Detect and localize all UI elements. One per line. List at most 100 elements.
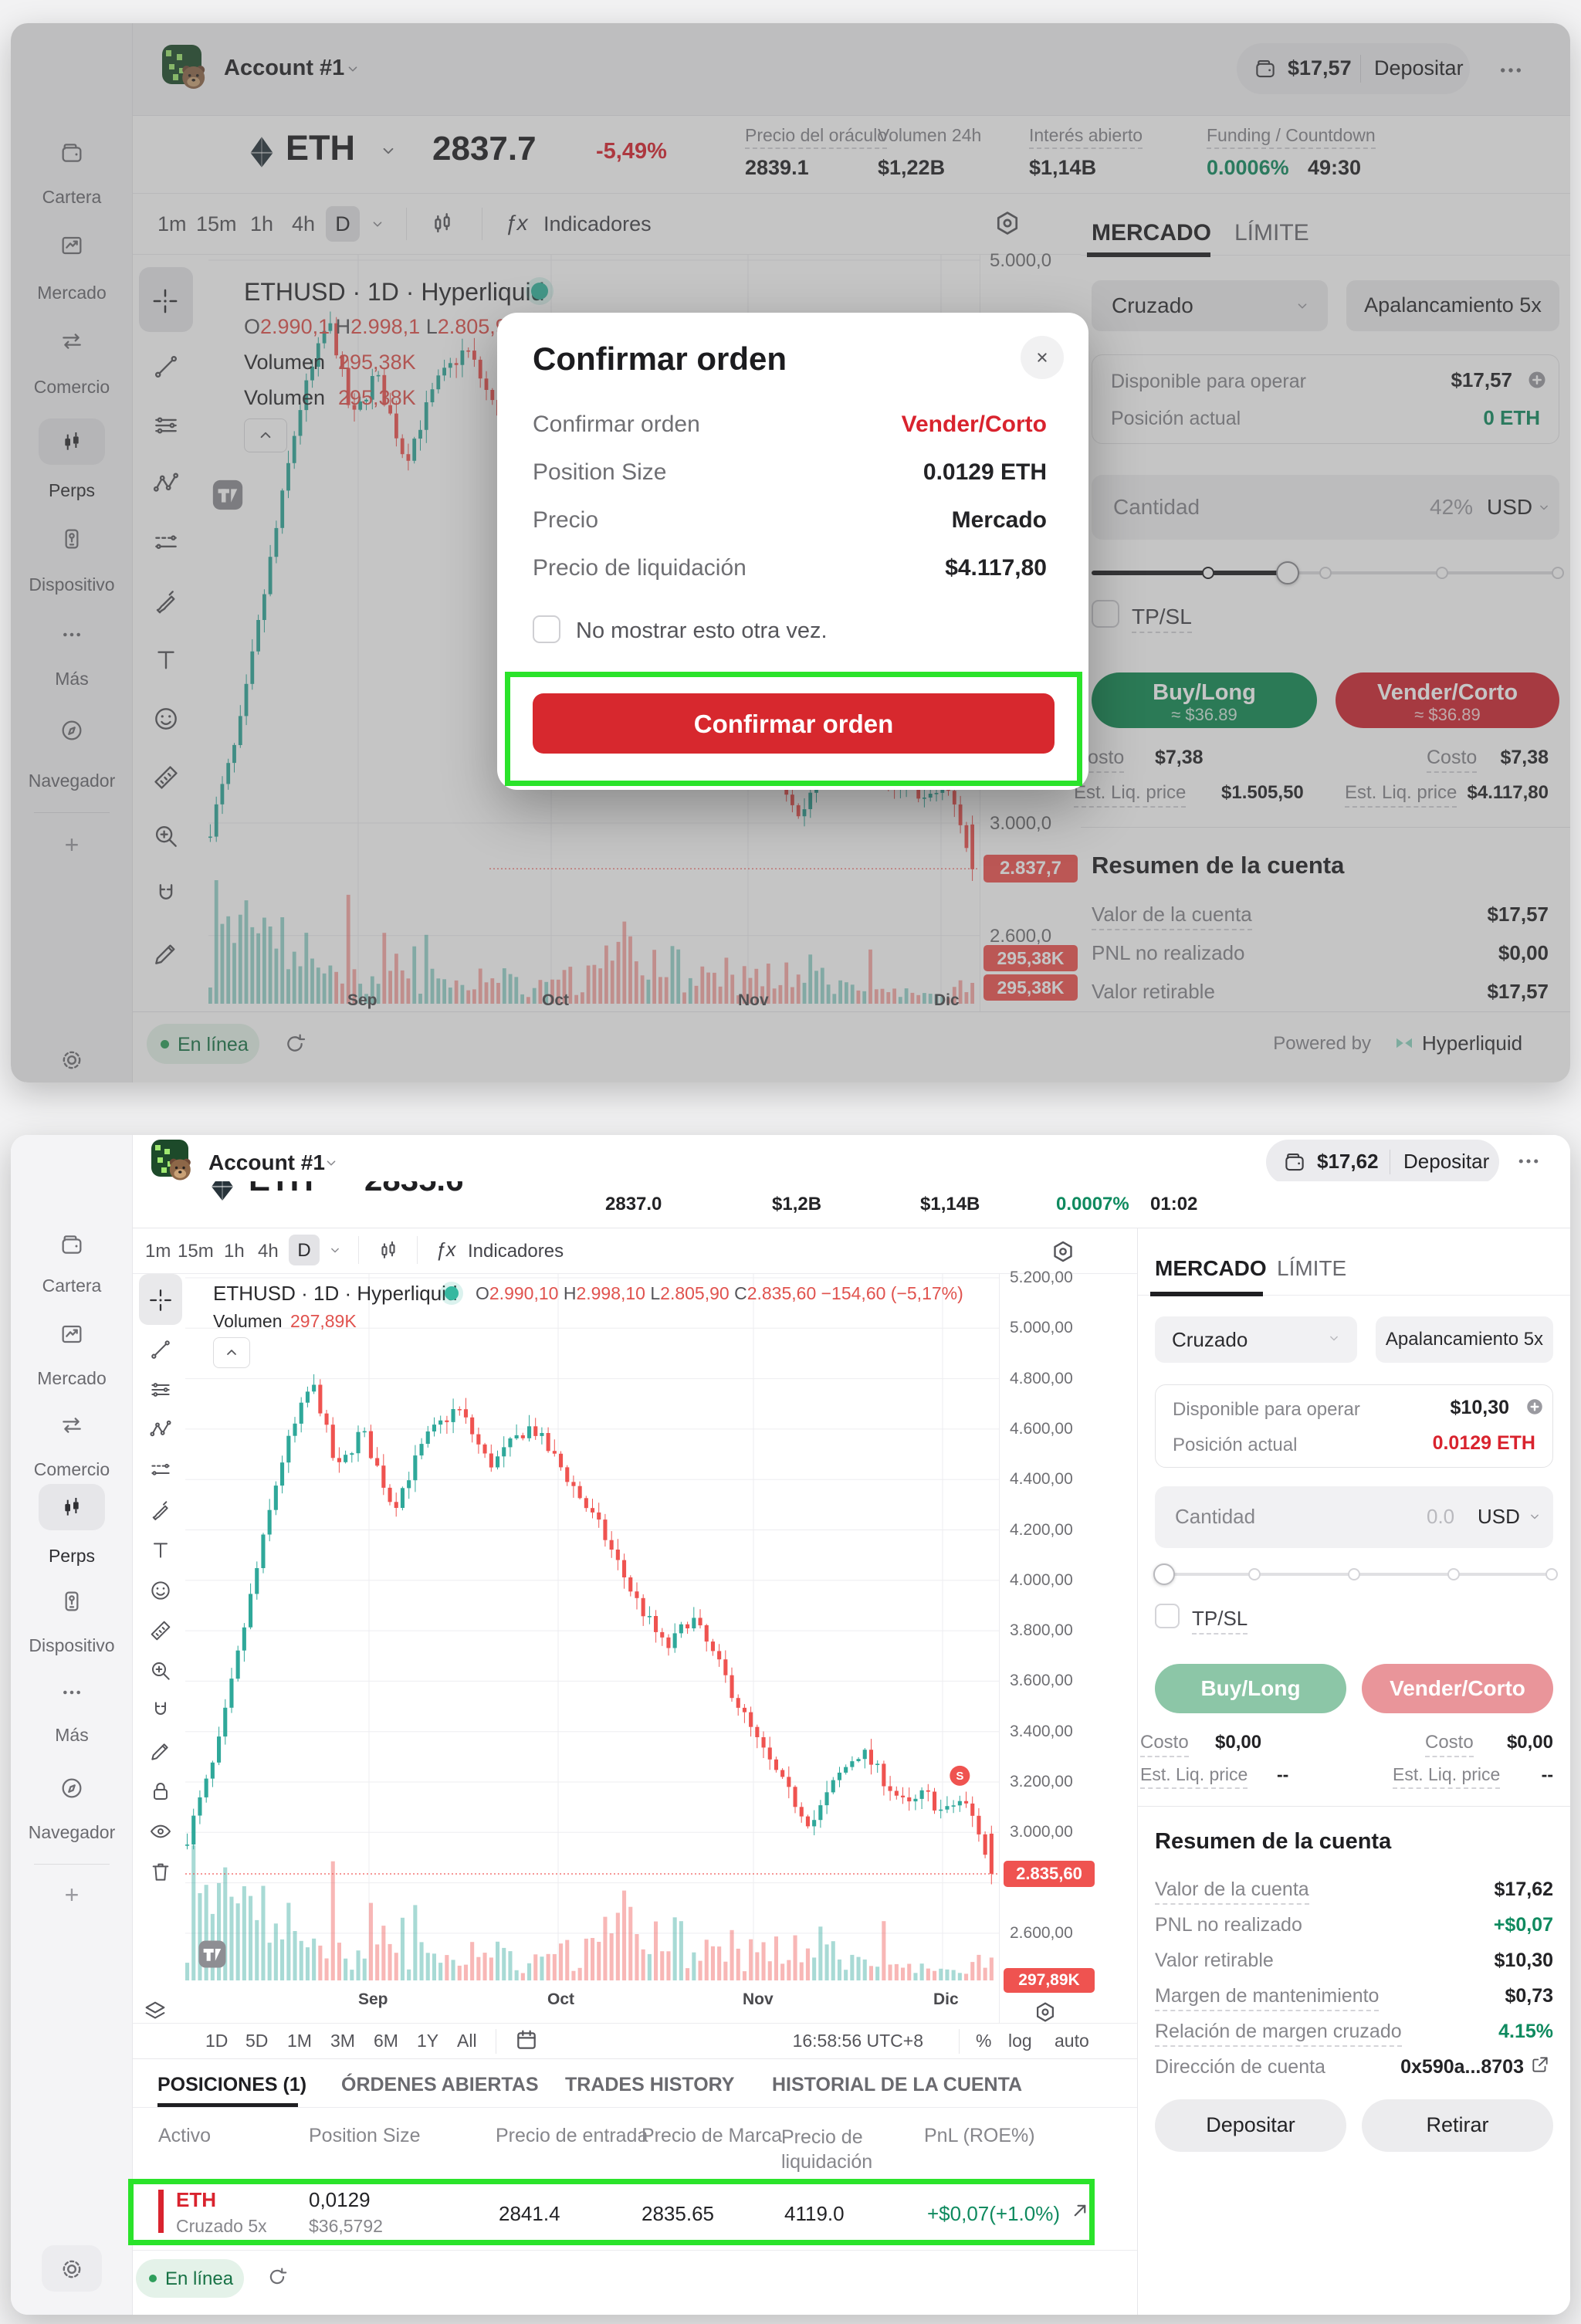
caret-down-icon[interactable]: [1527, 1509, 1542, 1524]
app-icon[interactable]: [162, 45, 210, 93]
caret-down-icon[interactable]: [323, 1154, 340, 1171]
more-icon[interactable]: [59, 1680, 84, 1705]
sidebar-item-mercado[interactable]: Mercado: [37, 1368, 107, 1388]
tv-logo-icon[interactable]: [196, 1938, 229, 1970]
swap-icon[interactable]: [59, 1413, 84, 1438]
external-link-icon[interactable]: [1530, 2055, 1550, 2075]
positions-tab[interactable]: TRADES HISTORY: [565, 2074, 735, 2095]
more-icon[interactable]: [1515, 1147, 1542, 1175]
interval-button[interactable]: 15m: [178, 1241, 214, 1262]
caret-down-icon[interactable]: [327, 1242, 343, 1258]
caret-down-icon[interactable]: [378, 141, 398, 161]
positions-tab[interactable]: POSICIONES (1): [157, 2074, 307, 2095]
hex-settings-icon[interactable]: [1033, 2000, 1058, 2024]
withdraw-button[interactable]: Retirar: [1362, 2099, 1553, 2152]
modal-checkbox[interactable]: [533, 615, 560, 643]
margin-mode-select[interactable]: Cruzado: [1092, 280, 1328, 331]
modal-close-button[interactable]: [1021, 336, 1064, 379]
app-icon[interactable]: [151, 1140, 196, 1184]
brush-icon[interactable]: [148, 1498, 173, 1523]
candle-interval-icon[interactable]: [377, 1239, 400, 1262]
quantity-unit[interactable]: USD: [1478, 1505, 1520, 1528]
smiley-icon[interactable]: [151, 704, 181, 733]
margin-mode-select[interactable]: Cruzado: [1155, 1316, 1357, 1363]
account-name[interactable]: Account #1: [224, 56, 345, 80]
circle-plus-icon[interactable]: [1525, 1397, 1545, 1417]
sidebar-item-comercio[interactable]: Comercio: [33, 1459, 110, 1479]
interval-button[interactable]: 4h: [258, 1241, 279, 1262]
slider-step-dot[interactable]: [1545, 1568, 1558, 1580]
range-button[interactable]: 3M: [330, 2031, 355, 2051]
pencil-icon[interactable]: [148, 1739, 173, 1763]
slider-step-dot[interactable]: [1348, 1568, 1360, 1580]
share-icon[interactable]: [1068, 2199, 1092, 2222]
lock-icon[interactable]: [148, 1779, 173, 1804]
legend-collapse-button[interactable]: [244, 418, 287, 452]
tv-logo-icon[interactable]: [210, 477, 245, 513]
ruler-icon[interactable]: [151, 763, 181, 792]
sidebar-item-cartera[interactable]: Cartera: [42, 1275, 102, 1296]
smiley-icon[interactable]: [148, 1578, 173, 1603]
zoom-in-icon[interactable]: [151, 822, 181, 851]
ticker-symbol[interactable]: ETH: [286, 128, 355, 168]
wallet-icon[interactable]: [59, 1232, 84, 1257]
indicators-button[interactable]: Indicadores: [543, 212, 652, 235]
perps-candles-icon[interactable]: [59, 1495, 84, 1519]
more-icon[interactable]: [59, 622, 84, 647]
sidebar-item-perps[interactable]: Perps: [48, 1546, 96, 1566]
indicators-button[interactable]: Indicadores: [468, 1241, 564, 1262]
buy-long-button[interactable]: Buy/Long ≈ $36.89: [1092, 672, 1317, 728]
magnet-icon[interactable]: [148, 1699, 173, 1723]
text-icon[interactable]: [148, 1538, 173, 1563]
dotline-icon[interactable]: [151, 528, 181, 557]
xabcd-icon[interactable]: [148, 1418, 173, 1442]
more-icon[interactable]: [1496, 56, 1525, 85]
tab-mercado[interactable]: MERCADO: [1092, 220, 1211, 246]
add-workspace-button[interactable]: +: [64, 1881, 80, 1909]
slider-step-dot[interactable]: [1202, 567, 1214, 579]
range-button[interactable]: 5D: [245, 2031, 269, 2051]
xabcd-icon[interactable]: [151, 469, 181, 499]
interval-button-active[interactable]: D: [326, 206, 360, 242]
wallet-balance-pill[interactable]: $17,57 Depositar: [1237, 43, 1470, 94]
market-icon[interactable]: [59, 1322, 84, 1347]
range-button[interactable]: 6M: [374, 2031, 398, 2051]
trendline-icon[interactable]: [148, 1337, 173, 1362]
slider-knob[interactable]: [1153, 1563, 1175, 1585]
device-icon[interactable]: [59, 527, 84, 551]
sell-short-button[interactable]: Vender/Corto: [1362, 1664, 1553, 1713]
wallet-balance-pill[interactable]: $17,62 Depositar: [1266, 1140, 1499, 1184]
wallet-icon[interactable]: [59, 141, 84, 165]
caret-down-icon[interactable]: [369, 215, 386, 232]
crosshair-icon[interactable]: [150, 286, 181, 317]
refresh-icon[interactable]: [266, 2265, 289, 2288]
sidebar-item-navegador[interactable]: Navegador: [28, 771, 116, 791]
layers-icon[interactable]: [142, 1998, 168, 2024]
fx-icon[interactable]: ƒx: [435, 1239, 456, 1261]
text-icon[interactable]: [151, 645, 181, 675]
sidebar-item-más[interactable]: Más: [55, 1725, 89, 1745]
legend-collapse-button[interactable]: [213, 1337, 250, 1368]
tab-mercado[interactable]: MERCADO: [1155, 1256, 1267, 1280]
sidebar-item-mercado[interactable]: Mercado: [37, 283, 107, 303]
leverage-button[interactable]: Apalancamiento 5x: [1376, 1316, 1553, 1363]
pencil-icon[interactable]: [151, 939, 181, 968]
deposit-button[interactable]: Depositar: [1155, 2099, 1346, 2152]
deposit-button[interactable]: Depositar: [1403, 1150, 1490, 1173]
sidebar-item-comercio[interactable]: Comercio: [33, 377, 110, 397]
dotline-icon[interactable]: [148, 1458, 173, 1482]
positions-tab[interactable]: ÓRDENES ABIERTAS: [341, 2074, 539, 2095]
hlines-icon[interactable]: [148, 1377, 173, 1402]
interval-button[interactable]: 1h: [250, 212, 274, 235]
slider-knob[interactable]: [1276, 561, 1299, 584]
trendline-icon[interactable]: [151, 352, 181, 381]
slider-step-dot[interactable]: [1436, 567, 1448, 579]
ticker-symbol[interactable]: ETH: [249, 1181, 313, 1198]
scale-option[interactable]: %: [976, 2031, 992, 2051]
scale-option[interactable]: log: [1008, 2031, 1032, 2051]
slider-step-dot[interactable]: [1248, 1568, 1261, 1580]
range-button[interactable]: All: [457, 2031, 477, 2051]
tpsl-checkbox[interactable]: [1092, 600, 1119, 628]
confirm-order-button[interactable]: Confirmar orden: [533, 693, 1055, 754]
device-icon[interactable]: [59, 1589, 84, 1614]
